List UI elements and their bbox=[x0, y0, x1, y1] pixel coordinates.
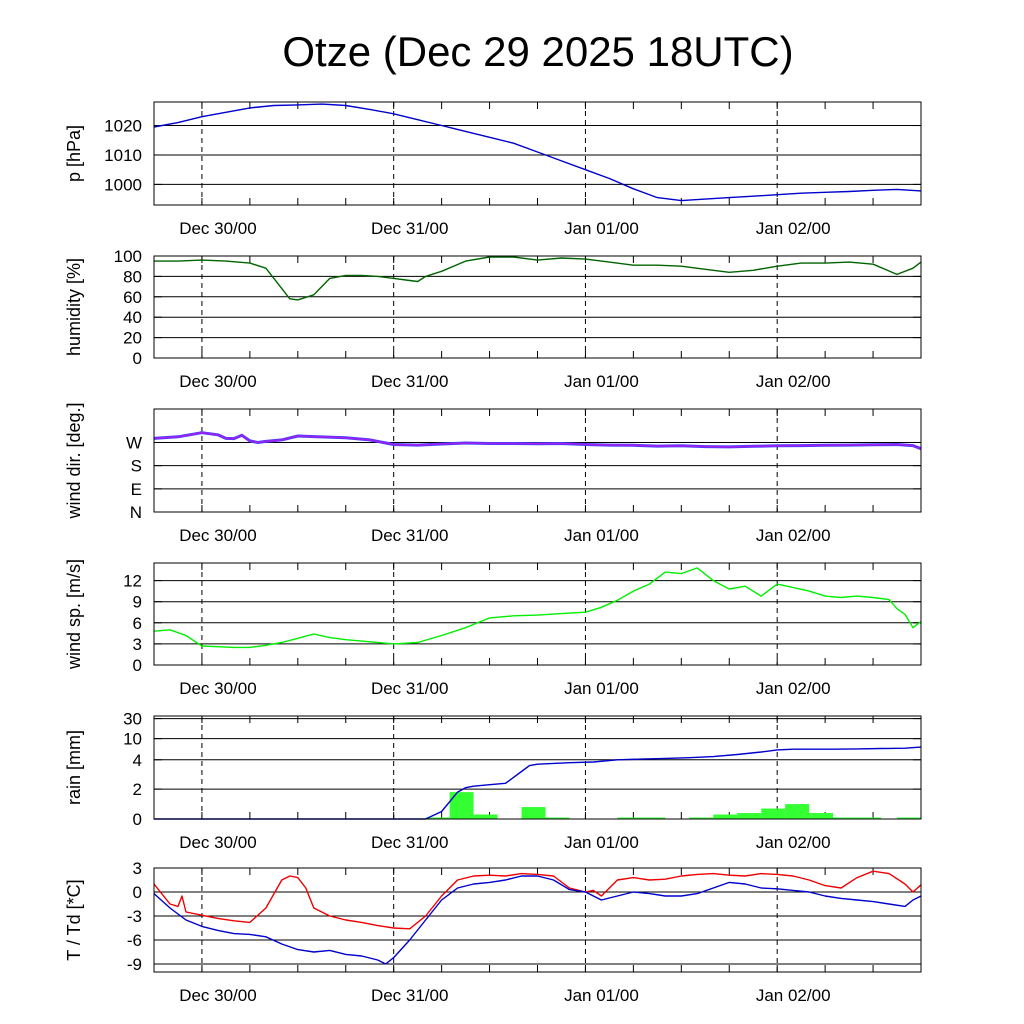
rain-bar bbox=[641, 817, 666, 819]
rain-bar bbox=[833, 817, 858, 819]
y-tick-label: -9 bbox=[127, 955, 142, 974]
y-axis-title: wind sp. [m/s] bbox=[64, 559, 84, 670]
y-tick-label: 3 bbox=[133, 859, 142, 878]
x-tick-label: Dec 30/00 bbox=[179, 986, 257, 1005]
x-tick-label: Dec 31/00 bbox=[371, 372, 449, 391]
rain-bar bbox=[809, 813, 834, 819]
x-tick-label: Jan 01/00 bbox=[564, 679, 639, 698]
y-tick-label: 0 bbox=[133, 810, 142, 829]
y-tick-label: E bbox=[131, 480, 142, 499]
y-tick-label: 0 bbox=[133, 656, 142, 675]
y-tick-label: S bbox=[131, 457, 142, 476]
y-tick-label: -3 bbox=[127, 907, 142, 926]
y-tick-label: 80 bbox=[123, 267, 142, 286]
y-axis-title: humidity [%] bbox=[64, 258, 84, 356]
x-tick-label: Jan 02/00 bbox=[756, 219, 831, 238]
rain-bar bbox=[449, 792, 474, 819]
x-tick-label: Jan 02/00 bbox=[756, 372, 831, 391]
x-tick-label: Dec 31/00 bbox=[371, 679, 449, 698]
y-tick-label: 3 bbox=[133, 635, 142, 654]
panel-frame bbox=[153, 715, 922, 820]
y-tick-label: 30 bbox=[123, 710, 142, 729]
y-tick-label: 0 bbox=[133, 349, 142, 368]
panel-frame bbox=[153, 408, 922, 513]
y-tick-label: 40 bbox=[123, 308, 142, 327]
panel-frame bbox=[153, 101, 922, 206]
y-tick-label: W bbox=[126, 433, 142, 452]
x-tick-label: Jan 01/00 bbox=[564, 526, 639, 545]
y-tick-label: 1020 bbox=[104, 117, 142, 136]
y-tick-label: 1000 bbox=[104, 175, 142, 194]
x-tick-label: Dec 30/00 bbox=[179, 833, 257, 852]
y-tick-label: 1010 bbox=[104, 146, 142, 165]
x-tick-label: Dec 31/00 bbox=[371, 219, 449, 238]
y-tick-label: 4 bbox=[133, 751, 142, 770]
panel-frame bbox=[153, 867, 922, 973]
panel-frame bbox=[153, 562, 922, 666]
y-tick-label: N bbox=[130, 503, 142, 522]
chart-title: Otze (Dec 29 2025 18UTC) bbox=[282, 28, 793, 75]
y-axis-title: rain [mm] bbox=[64, 730, 84, 805]
rain-bar bbox=[689, 817, 714, 819]
rain-bar bbox=[545, 817, 570, 819]
rain-bar bbox=[473, 814, 498, 819]
rain-bar bbox=[761, 808, 786, 819]
rain-bar bbox=[737, 813, 762, 819]
x-tick-label: Jan 01/00 bbox=[564, 833, 639, 852]
y-tick-label: 10 bbox=[123, 730, 142, 749]
x-tick-label: Jan 01/00 bbox=[564, 219, 639, 238]
panel-pressure: 1000 1010 1020 Dec 30/00 Dec 31/00 Jan 01/00 J… bbox=[64, 101, 922, 238]
x-tick-label: Jan 01/00 bbox=[564, 986, 639, 1005]
y-tick-label: 60 bbox=[123, 288, 142, 307]
rain-bar bbox=[521, 807, 546, 819]
y-tick-label: 6 bbox=[133, 614, 142, 633]
panel-wind-speed: 0 3 6 9 12 Dec 30/00 Dec 31/00 Jan 01/00 Jan 02/… bbox=[64, 559, 922, 698]
x-tick-label: Dec 31/00 bbox=[371, 833, 449, 852]
y-tick-label: 0 bbox=[133, 883, 142, 902]
x-tick-label: Jan 02/00 bbox=[756, 679, 831, 698]
y-tick-label: 12 bbox=[123, 572, 142, 591]
y-tick-label: 100 bbox=[114, 247, 142, 266]
series-line-wind-speed bbox=[153, 567, 922, 649]
x-tick-label: Dec 30/00 bbox=[179, 372, 257, 391]
series-line-pressure bbox=[153, 103, 922, 202]
x-tick-label: Dec 31/00 bbox=[371, 526, 449, 545]
y-tick-label: 20 bbox=[123, 329, 142, 348]
y-axis-title: p [hPa] bbox=[64, 125, 84, 182]
y-tick-label: -6 bbox=[127, 931, 142, 950]
rain-bar bbox=[785, 804, 810, 819]
rain-bar bbox=[617, 817, 642, 819]
x-tick-label: Dec 31/00 bbox=[371, 986, 449, 1005]
rain-bar bbox=[897, 817, 921, 819]
x-tick-label: Dec 30/00 bbox=[179, 526, 257, 545]
x-tick-label: Jan 02/00 bbox=[756, 526, 831, 545]
rain-bar bbox=[857, 817, 882, 819]
series-line-humidity bbox=[154, 256, 922, 301]
x-tick-label: Dec 30/00 bbox=[179, 219, 257, 238]
x-tick-label: Jan 01/00 bbox=[564, 372, 639, 391]
y-tick-label: 9 bbox=[133, 593, 142, 612]
series-line-accumulated-rain bbox=[154, 746, 922, 820]
panel-temperature: -9 -6 -3 0 3 Dec 30/00 Dec 31/00 Jan 01/00 Jan 0… bbox=[64, 859, 922, 1005]
rain-bar bbox=[425, 817, 450, 819]
x-tick-label: Dec 30/00 bbox=[179, 679, 257, 698]
rain-bar bbox=[713, 814, 738, 819]
panel-frame bbox=[153, 255, 922, 359]
x-tick-label: Jan 02/00 bbox=[756, 986, 831, 1005]
series-line-td bbox=[153, 875, 922, 965]
series-line-t bbox=[153, 870, 922, 930]
y-tick-label: 2 bbox=[133, 780, 142, 799]
x-tick-label: Jan 02/00 bbox=[756, 833, 831, 852]
series-line-wind-direction bbox=[153, 431, 922, 450]
y-axis-title: T / Td [*C] bbox=[64, 879, 84, 960]
y-axis-title: wind dir. [deg.] bbox=[64, 402, 84, 519]
